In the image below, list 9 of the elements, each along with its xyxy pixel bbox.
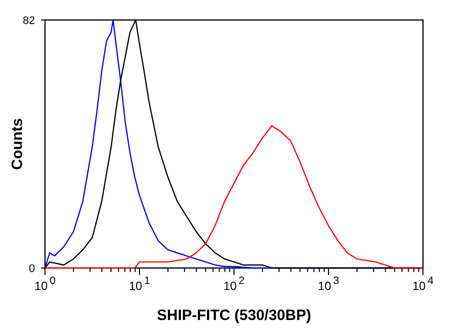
x-tick-label: 10$^{1}$ bbox=[128, 275, 150, 293]
y-axis-title: Counts bbox=[9, 118, 26, 170]
y-tick-label: 0 bbox=[28, 263, 35, 275]
x-tick-label: 10$^{0}$ bbox=[34, 275, 56, 293]
x-tick-label: 10$^{2}$ bbox=[223, 275, 245, 293]
x-axis-title: SHIP-FITC (530/30BP) bbox=[156, 307, 312, 324]
x-tick-label: 10$^{4}$ bbox=[412, 275, 434, 293]
x-tick-label: 10$^{3}$ bbox=[318, 275, 340, 293]
y-tick-label: 82 bbox=[22, 15, 35, 27]
